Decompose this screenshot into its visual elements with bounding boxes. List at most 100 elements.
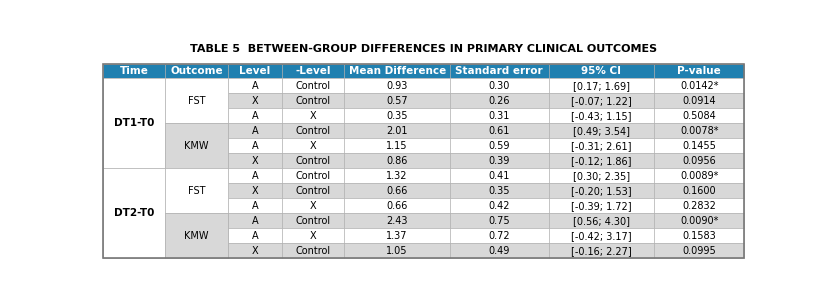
Bar <box>282 153 344 168</box>
Text: A: A <box>251 201 258 211</box>
Bar <box>165 138 227 153</box>
Text: 0.0142*: 0.0142* <box>680 81 719 91</box>
Text: A: A <box>251 141 258 151</box>
Text: 0.35: 0.35 <box>386 111 408 121</box>
Bar <box>282 243 344 258</box>
Text: 2.01: 2.01 <box>386 126 408 136</box>
Text: A: A <box>251 111 258 121</box>
Text: [-0.39; 1.72]: [-0.39; 1.72] <box>571 201 632 211</box>
Bar <box>227 78 282 93</box>
Text: X: X <box>251 186 258 196</box>
Text: 0.57: 0.57 <box>386 96 408 106</box>
Text: 0.66: 0.66 <box>386 201 408 211</box>
Bar <box>103 108 165 123</box>
Bar <box>227 153 282 168</box>
Text: Control: Control <box>296 96 331 106</box>
Bar <box>548 93 654 108</box>
Text: 0.41: 0.41 <box>489 171 510 181</box>
Text: X: X <box>310 141 317 151</box>
Bar <box>548 78 654 93</box>
Bar <box>165 228 227 243</box>
Text: 0.0995: 0.0995 <box>682 246 716 255</box>
Text: 1.37: 1.37 <box>386 231 408 241</box>
Bar <box>450 213 548 228</box>
Bar <box>282 78 344 93</box>
Bar <box>227 138 282 153</box>
Text: [-0.07; 1.22]: [-0.07; 1.22] <box>571 96 632 106</box>
Text: 0.0914: 0.0914 <box>682 96 716 106</box>
Text: 0.2832: 0.2832 <box>682 201 716 211</box>
Bar <box>165 213 227 228</box>
Bar <box>282 213 344 228</box>
Bar <box>344 153 450 168</box>
Bar <box>344 243 450 258</box>
Text: X: X <box>251 96 258 106</box>
Text: [0.49; 3.54]: [0.49; 3.54] <box>573 126 630 136</box>
Bar <box>103 168 165 258</box>
Text: Outcome: Outcome <box>170 66 222 76</box>
Bar <box>165 168 227 183</box>
Text: [-0.20; 1.53]: [-0.20; 1.53] <box>571 186 632 196</box>
Bar <box>450 78 548 93</box>
Text: 0.42: 0.42 <box>489 201 510 211</box>
Text: [0.17; 1.69]: [0.17; 1.69] <box>573 81 630 91</box>
Bar <box>450 64 548 78</box>
Bar <box>654 243 744 258</box>
Bar <box>103 228 165 243</box>
Bar <box>227 64 282 78</box>
Text: Control: Control <box>296 126 331 136</box>
Bar <box>282 168 344 183</box>
Bar <box>654 108 744 123</box>
Bar <box>227 198 282 213</box>
Text: 95% CI: 95% CI <box>581 66 621 76</box>
Text: Control: Control <box>296 156 331 166</box>
Text: X: X <box>310 201 317 211</box>
Text: -Level: -Level <box>295 66 331 76</box>
Bar <box>227 108 282 123</box>
Bar <box>654 228 744 243</box>
Bar <box>165 213 227 258</box>
Text: Standard error: Standard error <box>456 66 543 76</box>
Bar <box>344 198 450 213</box>
Text: [-0.16; 2.27]: [-0.16; 2.27] <box>571 246 632 255</box>
Bar <box>227 228 282 243</box>
Bar <box>227 213 282 228</box>
Bar <box>103 213 165 228</box>
Text: 0.31: 0.31 <box>489 111 510 121</box>
Text: [0.56; 4.30]: [0.56; 4.30] <box>573 216 630 226</box>
Bar <box>654 153 744 168</box>
Text: 1.15: 1.15 <box>386 141 408 151</box>
Text: P-value: P-value <box>677 66 721 76</box>
Text: [-0.12; 1.86]: [-0.12; 1.86] <box>571 156 632 166</box>
Text: X: X <box>310 111 317 121</box>
Text: X: X <box>251 156 258 166</box>
Bar <box>548 198 654 213</box>
Bar <box>103 198 165 213</box>
Bar <box>103 78 165 168</box>
Bar <box>227 123 282 138</box>
Bar <box>165 78 227 93</box>
Text: 0.0090*: 0.0090* <box>680 216 719 226</box>
Text: Control: Control <box>296 246 331 255</box>
Text: 0.72: 0.72 <box>489 231 510 241</box>
Bar <box>654 183 744 198</box>
Bar <box>548 213 654 228</box>
Text: A: A <box>251 126 258 136</box>
Bar <box>654 78 744 93</box>
Bar <box>282 108 344 123</box>
Bar <box>165 123 227 168</box>
Bar <box>103 93 165 108</box>
Bar <box>344 183 450 198</box>
Text: DT2-T0: DT2-T0 <box>114 208 155 218</box>
Bar <box>165 93 227 108</box>
Text: Control: Control <box>296 171 331 181</box>
Text: Level: Level <box>239 66 270 76</box>
Text: 1.32: 1.32 <box>386 171 408 181</box>
Bar <box>103 78 165 93</box>
Bar <box>450 228 548 243</box>
Bar <box>165 168 227 213</box>
Bar <box>548 153 654 168</box>
Text: [-0.43; 1.15]: [-0.43; 1.15] <box>571 111 632 121</box>
Bar <box>654 198 744 213</box>
Bar <box>282 198 344 213</box>
